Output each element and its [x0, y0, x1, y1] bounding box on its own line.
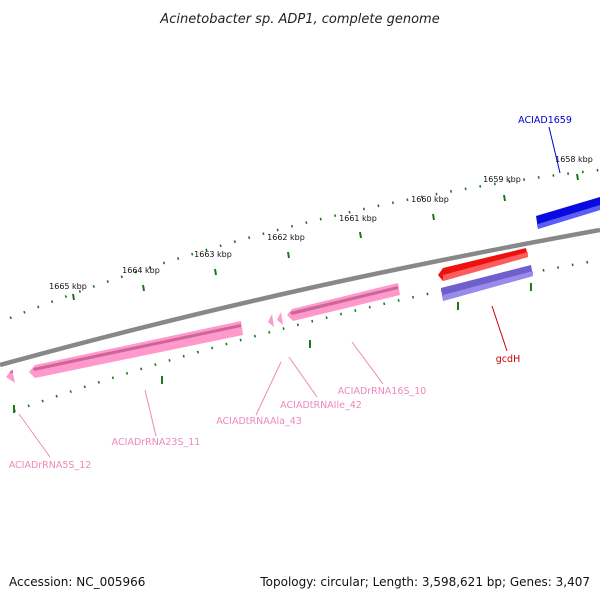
- gene-label-rna5s[interactable]: ACIADrRNA5S_12: [9, 460, 92, 471]
- gene-aciad1659-feature[interactable]: [536, 197, 600, 229]
- kbp-label-1660: 1660 kbp: [411, 195, 449, 204]
- aciad1659-leader: [548, 126, 561, 174]
- rna5s-leader: [18, 413, 51, 458]
- outer-tick-ring: 1665 kbp 1664 kbp 1663 kbp 1662 kbp 1661…: [9, 155, 600, 320]
- gene-label-trna-ile[interactable]: ACIADtRNAIle_42: [280, 400, 362, 411]
- kbp-label-1659: 1659 kbp: [483, 175, 521, 184]
- gcdh-leader: [491, 305, 508, 352]
- leader-lines: [18, 126, 561, 458]
- gene-label-trna-ala[interactable]: ACIADtRNAAla_43: [216, 416, 302, 427]
- rna23s-leader: [144, 389, 157, 437]
- gene-gcdh-feature[interactable]: [438, 248, 528, 281]
- gene-label-gcdh[interactable]: gcdH: [496, 354, 520, 365]
- trna-ile-leader: [288, 356, 318, 398]
- map-title: Acinetobacter sp. ADP1, complete genome: [159, 12, 439, 27]
- accession-text: Accession: NC_005966: [9, 575, 145, 589]
- inner-major-ticks: [13, 283, 532, 413]
- inner-minor-ticks: [13, 258, 600, 413]
- gene-gcdh-purple-feature[interactable]: [441, 265, 533, 301]
- genome-summary-text: Topology: circular; Length: 3,598,621 bp…: [259, 575, 590, 589]
- rna16s-leader: [351, 341, 384, 385]
- gene-label-rna16s[interactable]: ACIADrRNA16S_10: [338, 386, 427, 397]
- trna-ala-feature[interactable]: [268, 314, 274, 327]
- trna-ile-feature[interactable]: [277, 312, 283, 325]
- rna23s-feature[interactable]: [29, 321, 243, 378]
- kbp-label-1664: 1664 kbp: [122, 266, 160, 275]
- kbp-label-1663: 1663 kbp: [194, 250, 232, 259]
- kbp-label-1665: 1665 kbp: [49, 282, 87, 291]
- inner-tick-ring: [13, 258, 600, 413]
- outer-major-ticks: [72, 173, 579, 301]
- kbp-label-1658: 1658 kbp: [555, 155, 593, 164]
- gene-label-aciad1659[interactable]: ACIAD1659: [518, 115, 572, 126]
- outer-minor-ticks: [9, 168, 600, 320]
- kbp-label-1662: 1662 kbp: [267, 233, 305, 242]
- trna-ala-leader: [255, 361, 282, 416]
- genome-backbone: [0, 227, 600, 368]
- gene-label-rna23s[interactable]: ACIADrRNA23S_11: [112, 437, 201, 448]
- rna16s-feature[interactable]: [287, 283, 400, 321]
- kbp-label-1661: 1661 kbp: [339, 214, 377, 223]
- rna5s-feature[interactable]: [6, 369, 15, 383]
